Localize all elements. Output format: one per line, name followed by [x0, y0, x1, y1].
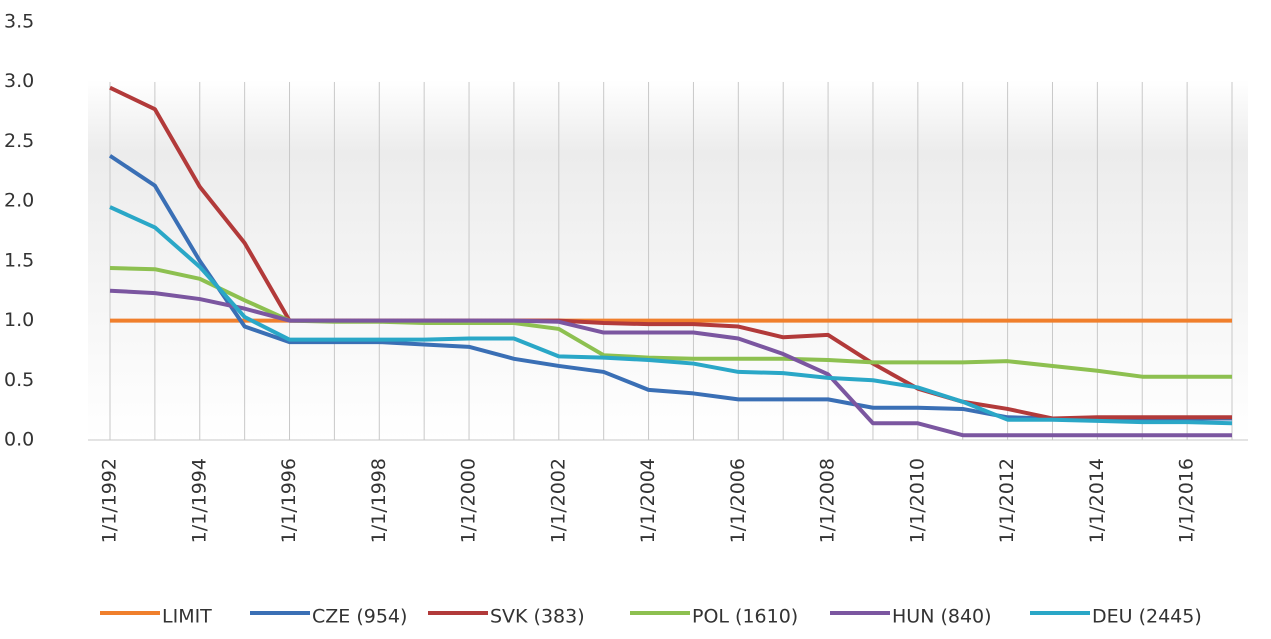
legend-label: DEU (2445) [1092, 606, 1202, 628]
y-tick-label: 0.0 [4, 429, 34, 451]
y-tick-label: 1.0 [4, 309, 34, 331]
series-line [109, 288, 1232, 438]
legend-label: LIMIT [162, 606, 212, 628]
plot-background [88, 80, 1248, 440]
x-tick-label: 1/1/1994 [188, 458, 210, 543]
y-tick-label: 2.0 [4, 190, 34, 212]
x-tick-label: 1/1/1998 [368, 458, 390, 543]
x-tick-label: 1/1/2006 [727, 458, 749, 543]
x-tick-label: 1/1/2012 [996, 458, 1018, 543]
y-tick-label: 0.5 [4, 369, 34, 391]
x-tick-label: 1/1/2008 [817, 458, 839, 543]
x-tick-label: 1/1/1992 [99, 458, 121, 543]
x-tick-label: 1/1/2002 [547, 458, 569, 543]
y-tick-label: 2.5 [4, 130, 34, 152]
series-line [109, 205, 1233, 426]
x-tick-label: 1/1/2014 [1086, 458, 1108, 543]
legend-label: HUN (840) [892, 606, 992, 628]
x-tick-label: 1/1/2010 [906, 458, 928, 543]
y-tick-label: 3.5 [4, 11, 34, 33]
x-tick-label: 1/1/1996 [278, 458, 300, 543]
legend-label: POL (1610) [692, 606, 798, 628]
x-tick-label: 1/1/2016 [1176, 458, 1198, 543]
legend-label: CZE (954) [312, 606, 407, 628]
y-tick-label: 3.0 [4, 70, 34, 92]
legend-label: SVK (383) [490, 606, 585, 628]
x-tick-label: 1/1/2004 [637, 458, 659, 543]
y-tick-label: 1.5 [4, 249, 34, 271]
x-tick-label: 1/1/2000 [458, 458, 480, 543]
